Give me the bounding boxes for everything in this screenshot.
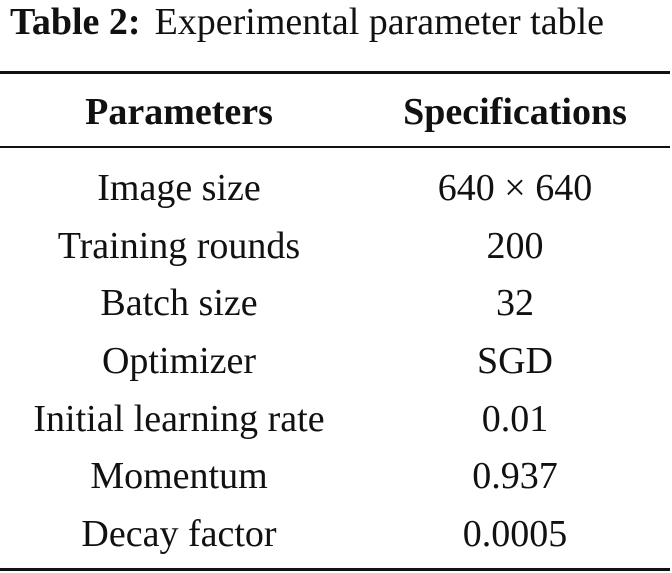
table-bottom-rule — [0, 568, 670, 571]
table-body: Image size 640 × 640 Training rounds 200… — [0, 159, 672, 563]
specification-cell: 200 — [486, 224, 544, 267]
table-header-rule — [0, 146, 670, 148]
parameter-cell: Batch size — [100, 282, 258, 325]
header-parameters: Parameters — [85, 91, 273, 133]
specification-cell: 32 — [496, 282, 534, 325]
table-header-row: Parameters Specifications — [0, 82, 672, 142]
header-specifications: Specifications — [403, 91, 627, 133]
specification-cell: 0.01 — [481, 397, 549, 440]
parameter-cell: Optimizer — [101, 339, 257, 382]
table-row: Decay factor 0.0005 — [0, 505, 672, 563]
table-caption: Table 2: Experimental parameter table — [10, 0, 604, 44]
table-caption-text: Experimental parameter table — [154, 1, 605, 43]
parameter-cell: Image size — [97, 166, 261, 209]
table-top-rule — [0, 71, 670, 74]
table-row: Initial learning rate 0.01 — [0, 390, 672, 448]
table-row: Batch size 32 — [0, 274, 672, 332]
parameter-cell: Decay factor — [81, 512, 277, 555]
table-row: Momentum 0.937 — [0, 447, 672, 505]
parameter-cell: Training rounds — [57, 224, 301, 267]
parameter-cell: Initial learning rate — [33, 397, 325, 440]
table-row: Optimizer SGD — [0, 332, 672, 390]
specification-cell: 0.0005 — [462, 512, 568, 555]
table-row: Image size 640 × 640 — [0, 159, 672, 217]
specification-cell: SGD — [476, 339, 554, 382]
parameter-cell: Momentum — [90, 455, 268, 498]
table-row: Training rounds 200 — [0, 217, 672, 275]
specification-cell: 640 × 640 — [437, 166, 593, 209]
table-caption-label: Table 2: — [10, 1, 141, 43]
specification-cell: 0.937 — [472, 455, 558, 498]
